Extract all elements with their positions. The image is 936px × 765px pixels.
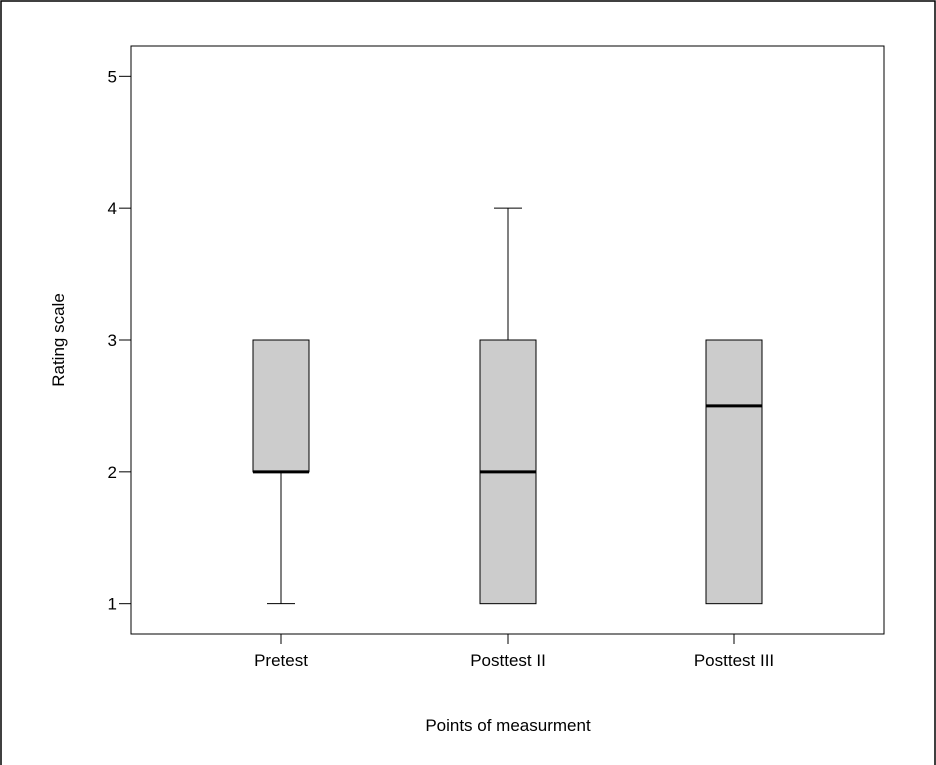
y-tick-label-5: 5 [108, 67, 117, 86]
box-2 [479, 207, 537, 605]
box-1 [252, 339, 310, 605]
boxes-layer [252, 207, 763, 605]
y-tick-label-1: 1 [108, 595, 117, 614]
x-tick-label-3: Posttest III [694, 651, 774, 670]
iqr-box-1 [252, 339, 310, 473]
x-axis-title: Points of measurment [425, 716, 591, 735]
x-tick-label-2: Posttest II [470, 651, 546, 670]
x-tick-label-1: Pretest [254, 651, 308, 670]
y-tick-label-3: 3 [108, 331, 117, 350]
iqr-box-3 [705, 339, 763, 605]
y-axis-title: Rating scale [49, 293, 68, 387]
y-axis: 1 2 3 4 5 [108, 67, 131, 614]
y-tick-label-2: 2 [108, 463, 117, 482]
box-3 [705, 339, 763, 605]
x-axis: Pretest Posttest II Posttest III [254, 634, 774, 670]
y-tick-label-4: 4 [108, 199, 117, 218]
